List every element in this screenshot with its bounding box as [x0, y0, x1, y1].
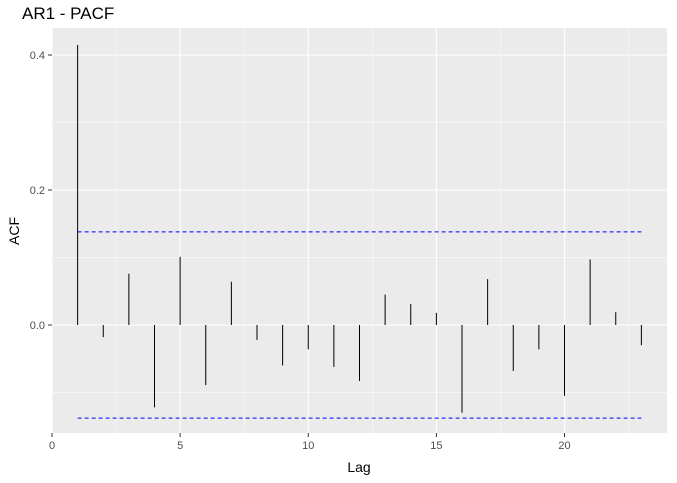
pacf-bars [77, 44, 642, 413]
x-tick-label: 15 [430, 440, 442, 452]
x-tick-label: 20 [558, 440, 570, 452]
x-axis-label: Lag [347, 459, 370, 475]
x-axis-ticks: 0 5 10 15 20 [49, 433, 571, 452]
x-tick-label: 10 [302, 440, 314, 452]
chart-title: AR1 - PACF [22, 4, 115, 23]
confidence-bounds [77, 231, 642, 419]
x-tick-label: 0 [49, 440, 55, 452]
y-axis-ticks: 0.0 0.2 0.4 [30, 50, 52, 332]
y-tick-label: 0.2 [30, 185, 45, 197]
x-tick-label: 5 [177, 440, 183, 452]
y-axis-label: ACF [6, 217, 22, 245]
y-tick-label: 0.4 [30, 50, 45, 62]
y-tick-label: 0.0 [30, 320, 45, 332]
